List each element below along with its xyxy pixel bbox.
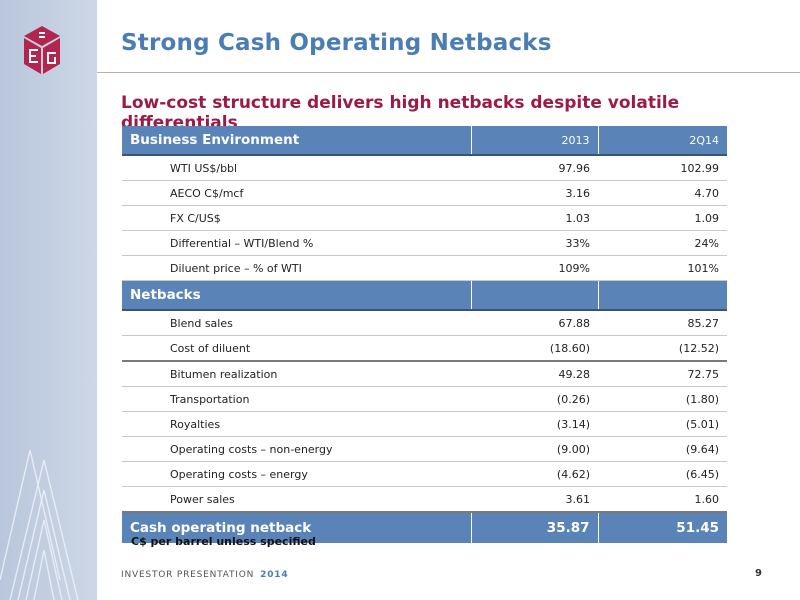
cell-2q14: (6.45): [598, 461, 727, 487]
side-band: [0, 0, 97, 600]
total-label: Cash operating netback: [122, 512, 471, 543]
table-header-netbacks: Netbacks: [122, 280, 727, 311]
section-label: Business Environment: [122, 126, 471, 156]
cell-2q14: 102.99: [598, 155, 727, 181]
cell-2q14: (5.01): [598, 411, 727, 437]
cell-2013: 3.61: [471, 486, 598, 513]
row-label: Diluent price – % of WTI: [122, 255, 471, 281]
table-header-business-environment: Business Environment 2013 2Q14: [122, 126, 727, 156]
cell-2013: 97.96: [471, 155, 598, 181]
row-label: Differential – WTI/Blend %: [122, 230, 471, 256]
row-label: Blend sales: [122, 310, 471, 336]
table-row: Bitumen realization 49.28 72.75: [122, 361, 727, 387]
units-note: C$ per barrel unless specified: [131, 535, 316, 548]
cell-2q14: 1.09: [598, 205, 727, 231]
footer-text: INVESTOR PRESENTATION: [121, 570, 255, 580]
cell-2013: (0.26): [471, 386, 598, 412]
row-label: Cost of diluent: [122, 335, 471, 362]
table-row: Transportation (0.26) (1.80): [122, 386, 727, 412]
empty-header-cell: [470, 280, 598, 311]
cell-2q14: 24%: [598, 230, 727, 256]
slide-title: Strong Cash Operating Netbacks: [121, 30, 552, 56]
cell-2013: 49.28: [471, 361, 598, 387]
table-row: WTI US$/bbl 97.96 102.99: [122, 155, 727, 181]
cell-2013: 33%: [471, 230, 598, 256]
cell-2013: (4.62): [471, 461, 598, 487]
total-2q14: 51.45: [597, 512, 727, 543]
row-label: Bitumen realization: [122, 361, 471, 387]
netbacks-table: Business Environment 2013 2Q14 WTI US$/b…: [122, 126, 727, 543]
total-2013: 35.87: [470, 512, 598, 543]
decorative-arrow-pattern-icon: [0, 449, 79, 600]
table-row: Diluent price – % of WTI 109% 101%: [122, 255, 727, 281]
cell-2q14: 1.60: [598, 486, 727, 513]
cell-2013: 109%: [471, 255, 598, 281]
row-label: AECO C$/mcf: [122, 180, 471, 206]
cell-2q14: (12.52): [598, 335, 727, 362]
title-divider: [97, 72, 800, 73]
table-row: Operating costs – energy (4.62) (6.45): [122, 461, 727, 487]
cell-2q14: 72.75: [598, 361, 727, 387]
table-row: Differential – WTI/Blend % 33% 24%: [122, 230, 727, 256]
cell-2q14: (1.80): [598, 386, 727, 412]
cell-2013: 1.03: [471, 205, 598, 231]
section-label: Netbacks: [122, 280, 471, 311]
row-label: Transportation: [122, 386, 471, 412]
row-label: Operating costs – energy: [122, 461, 471, 487]
table-row: AECO C$/mcf 3.16 4.70: [122, 180, 727, 206]
company-logo-icon: [24, 26, 60, 74]
row-label: WTI US$/bbl: [122, 155, 471, 181]
empty-header-cell: [597, 280, 727, 311]
table-row: FX C/US$ 1.03 1.09: [122, 205, 727, 231]
row-label: Operating costs – non-energy: [122, 436, 471, 462]
row-label: Power sales: [122, 486, 471, 513]
table-row: Operating costs – non-energy (9.00) (9.6…: [122, 436, 727, 462]
cell-2q14: (9.64): [598, 436, 727, 462]
cell-2013: 3.16: [471, 180, 598, 206]
table-row: Blend sales 67.88 85.27: [122, 310, 727, 336]
cell-2q14: 4.70: [598, 180, 727, 206]
cell-2013: 67.88: [471, 310, 598, 336]
column-header-2013: 2013: [470, 126, 598, 156]
row-label: FX C/US$: [122, 205, 471, 231]
cell-2013: (3.14): [471, 411, 598, 437]
footer: INVESTOR PRESENTATION 2014: [121, 570, 288, 580]
column-header-2q14: 2Q14: [597, 126, 727, 156]
table-total-row: Cash operating netback 35.87 51.45: [122, 512, 727, 543]
row-label: Royalties: [122, 411, 471, 437]
cell-2q14: 101%: [598, 255, 727, 281]
cell-2013: (9.00): [471, 436, 598, 462]
table-row: Cost of diluent (18.60) (12.52): [122, 335, 727, 362]
page-number: 9: [755, 568, 762, 579]
cell-2q14: 85.27: [598, 310, 727, 336]
footer-year: 2014: [260, 570, 289, 580]
table-row: Power sales 3.61 1.60: [122, 486, 727, 513]
table-row: Royalties (3.14) (5.01): [122, 411, 727, 437]
cell-2013: (18.60): [471, 335, 598, 362]
